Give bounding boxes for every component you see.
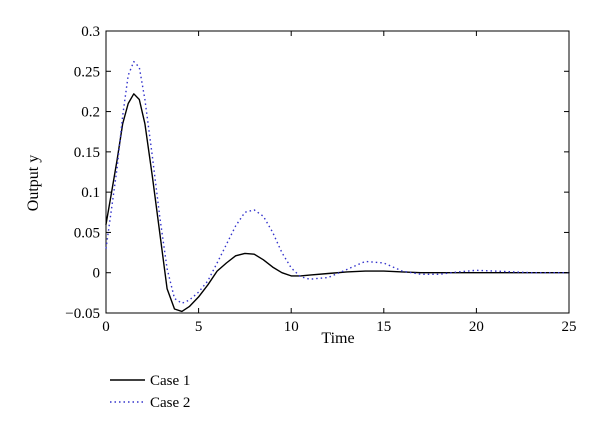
- legend: Case 1 Case 2: [110, 373, 190, 411]
- series-lines: [105, 60, 570, 313]
- y-tick-label: 0.15: [74, 145, 100, 161]
- y-axis-title: Output y: [25, 155, 42, 211]
- y-tick-label: 0: [93, 266, 101, 282]
- legend-label-case-1: Case 1: [150, 373, 190, 389]
- x-axis-ticks: 0 5 10 15 20 25: [102, 31, 577, 335]
- y-tick-label: 0.1: [81, 185, 100, 201]
- series-line-case-1: [105, 93, 570, 313]
- series-line-case-2: [105, 60, 569, 304]
- y-tick-label: 0.2: [81, 105, 100, 121]
- y-tick-label: 0.3: [81, 24, 100, 40]
- x-tick-label: 25: [562, 319, 577, 335]
- plot-frame: [105, 30, 570, 314]
- y-tick-label: −0.05: [65, 306, 100, 322]
- x-tick-label: 5: [195, 319, 203, 335]
- x-tick-label: 0: [102, 319, 110, 335]
- legend-label-case-2: Case 2: [150, 395, 190, 411]
- x-tick-label: 15: [376, 319, 391, 335]
- y-tick-label: 0.25: [74, 64, 100, 80]
- y-tick-label: 0.05: [74, 225, 100, 241]
- x-tick-label: 20: [469, 319, 484, 335]
- x-axis-title: Time: [321, 330, 354, 347]
- x-tick-label: 10: [284, 319, 299, 335]
- y-axis-ticks: −0.05 0 0.05 0.1 0.15 0.2 0.25 0.3: [65, 24, 569, 322]
